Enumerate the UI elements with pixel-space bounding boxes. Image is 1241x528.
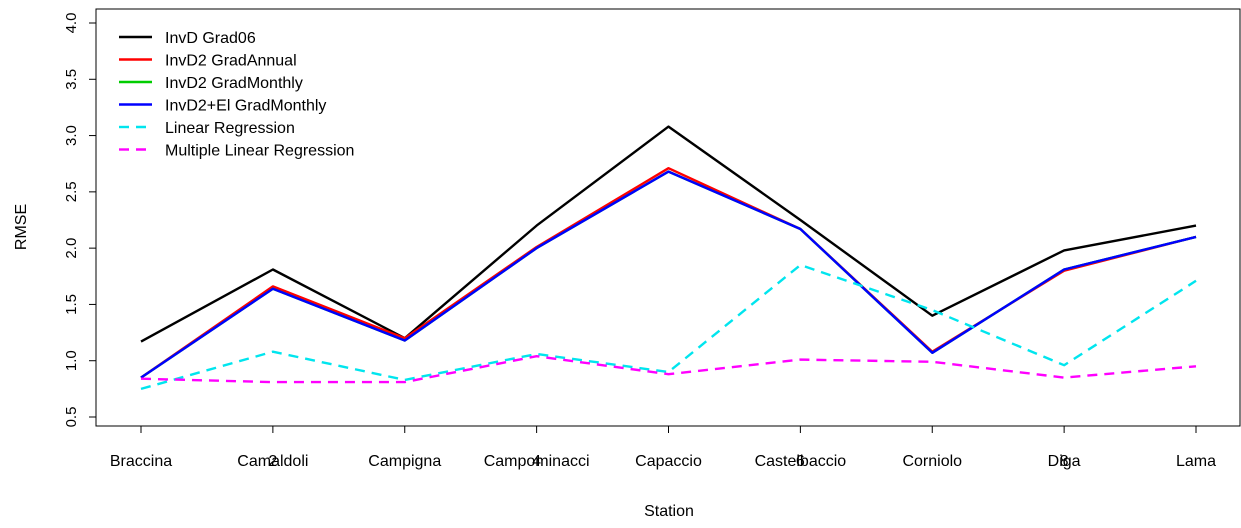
x-tick-label: Braccina [110,453,172,470]
x-tick-number-label: 2 [268,453,277,470]
legend-label: InvD2 GradMonthly [165,75,303,92]
x-tick-label: Campigna [368,453,441,470]
y-tick-label: 2.5 [63,181,80,202]
legend-label: Multiple Linear Regression [165,143,354,160]
x-tick-number-label: 6 [796,453,805,470]
x-tick-label: Corniolo [902,453,962,470]
series-layer [140,125,1197,391]
x-tick-number-label: 8 [1060,453,1069,470]
legend-label: InvD2+El GradMonthly [165,98,326,115]
x-tick-number-label: 4 [532,453,541,470]
y-tick-label: 4.0 [63,13,80,34]
legend-label: InvD Grad06 [165,30,256,47]
x-tick-label: Castelbaccio [755,453,847,470]
axes: 0.5 1.0 1.5 2.0 2.5 3.0 3.5 4.0 Braccina Camaldol… [63,8,1241,470]
x-tick-label: Camaldoli [237,453,308,470]
y-tick-label: 3.5 [63,69,80,90]
x-axis-label: Station [644,503,694,520]
series-line-0 [140,125,1197,343]
series-line-1 [140,166,1197,379]
y-axis-label: RMSE [13,204,30,250]
x-tick-label: Diga [1048,453,1081,470]
series-line-4 [140,263,1197,391]
legend-label: InvD2 GradAnnual [165,53,297,70]
y-tick-label: 1.0 [63,350,80,371]
x-tick-label: Lama [1176,453,1216,470]
x-tick-label: Capaccio [635,453,702,470]
series-line-2 [140,170,1197,379]
y-tick-label: 0.5 [63,407,80,428]
plot-frame [95,8,1241,427]
series-line-5 [140,355,1197,384]
y-tick-label: 3.0 [63,125,80,146]
legend: InvD Grad06 InvD2 GradAnnual InvD2 GradMon… [119,30,354,160]
x-tick-label: Campominacci [484,453,590,470]
legend-label: Linear Regression [165,120,295,137]
series-line-3 [140,170,1197,379]
y-tick-label: 2.0 [63,238,80,259]
y-tick-label: 1.5 [63,294,80,315]
